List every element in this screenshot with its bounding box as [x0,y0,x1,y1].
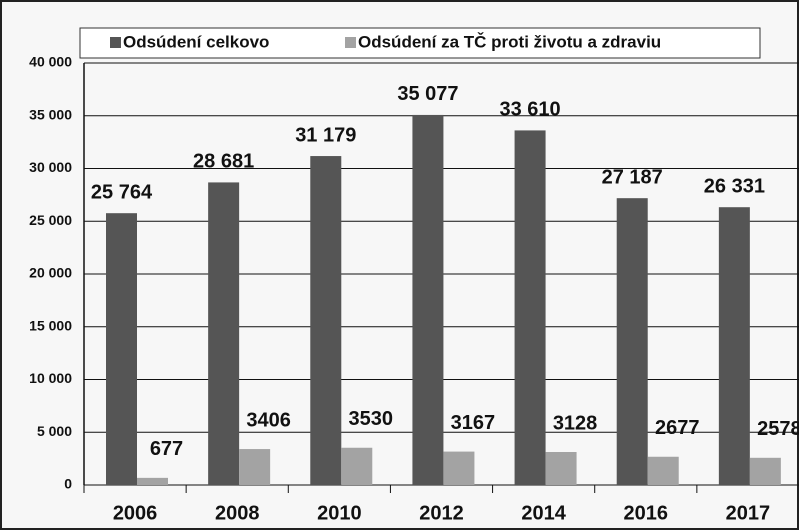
legend-label: Odsúdení celkovo [123,32,269,51]
data-label: 27 187 [602,166,663,188]
bar [749,457,781,485]
data-label: 33 610 [499,99,560,121]
x-tick-label: 2010 [317,502,362,524]
y-tick-label: 15 000 [29,317,72,333]
bar [208,182,240,485]
y-tick-label: 20 000 [29,265,72,281]
legend-swatch [110,37,121,48]
bar [514,130,546,486]
x-tick-label: 2006 [113,502,158,524]
data-label: 677 [150,438,183,460]
x-tick-label: 2008 [215,502,260,524]
bar [616,198,648,485]
y-tick-label: 30 000 [29,159,72,175]
bar [545,451,577,485]
data-label: 31 179 [295,124,356,146]
y-tick-label: 10 000 [29,370,72,386]
data-label: 3406 [246,409,291,431]
x-tick-label: 2017 [726,502,771,524]
y-tick-label: 5 000 [37,423,72,439]
data-label: 2677 [655,417,700,439]
y-tick-label: 25 000 [29,212,72,228]
data-label: 25 764 [91,181,153,203]
y-tick-label: 40 000 [29,54,72,70]
data-label: 26 331 [704,175,765,197]
bar [647,456,679,485]
bar [137,477,168,485]
x-tick-label: 2012 [419,502,464,524]
bar [239,449,271,485]
data-label: 35 077 [397,83,458,105]
legend-swatch [345,37,356,48]
data-label: 3530 [349,408,394,430]
data-label: 3128 [553,412,598,434]
bar [341,447,373,485]
bar [106,213,137,485]
bar [412,114,444,485]
data-label: 2578 [757,418,799,440]
legend-box [79,27,761,59]
bar [718,207,750,485]
data-label: 3167 [451,412,496,434]
legend-label: Odsúdení za TČ proti životu a zdraviu [358,32,661,51]
data-label: 28 681 [193,151,254,173]
x-tick-label: 2014 [521,502,566,524]
bar [443,451,475,485]
y-tick-label: 0 [64,476,72,492]
x-tick-label: 2016 [624,502,669,524]
y-tick-label: 35 000 [29,106,72,122]
bar [310,156,342,485]
